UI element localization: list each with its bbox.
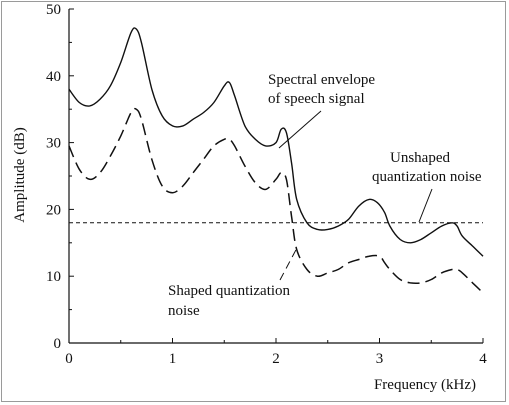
y-tick-label: 30 bbox=[46, 136, 61, 152]
x-tick-label: 1 bbox=[169, 351, 177, 367]
y-axis-label: Amplitude (dB) bbox=[12, 127, 28, 222]
annotation-unshaped-noise-line2: quantization noise bbox=[372, 169, 482, 185]
y-tick-label: 20 bbox=[46, 202, 61, 218]
series-line-spectral-envelope bbox=[68, 27, 484, 257]
x-axis-label: Frequency (kHz) bbox=[374, 377, 476, 393]
series-line-shaped-noise bbox=[68, 107, 484, 294]
annotation-spectral-envelope-leader bbox=[278, 110, 322, 149]
y-tick-label: 50 bbox=[46, 2, 61, 18]
series-group bbox=[68, 27, 484, 294]
annotation-spectral-envelope-line2: of speech signal bbox=[268, 91, 365, 107]
annotation-shaped-noise-leader bbox=[279, 245, 299, 281]
x-tick-label: 3 bbox=[376, 351, 384, 367]
x-tick-label: 0 bbox=[65, 351, 73, 367]
annotation-unshaped-noise-leader bbox=[418, 188, 433, 223]
annotation-unshaped-noise-line1: Unshaped bbox=[390, 150, 450, 166]
x-tick-label: 4 bbox=[479, 351, 487, 367]
y-tick-label: 40 bbox=[46, 69, 61, 85]
y-tick-label: 0 bbox=[54, 336, 62, 352]
y-tick-label: 10 bbox=[46, 269, 61, 285]
annotation-spectral-envelope-line1: Spectral envelope bbox=[268, 72, 375, 88]
x-tick-label: 2 bbox=[272, 351, 280, 367]
annotation-shaped-noise-line2: noise bbox=[168, 303, 200, 319]
annotation-shaped-noise-line1: Shaped quantization bbox=[168, 283, 291, 299]
